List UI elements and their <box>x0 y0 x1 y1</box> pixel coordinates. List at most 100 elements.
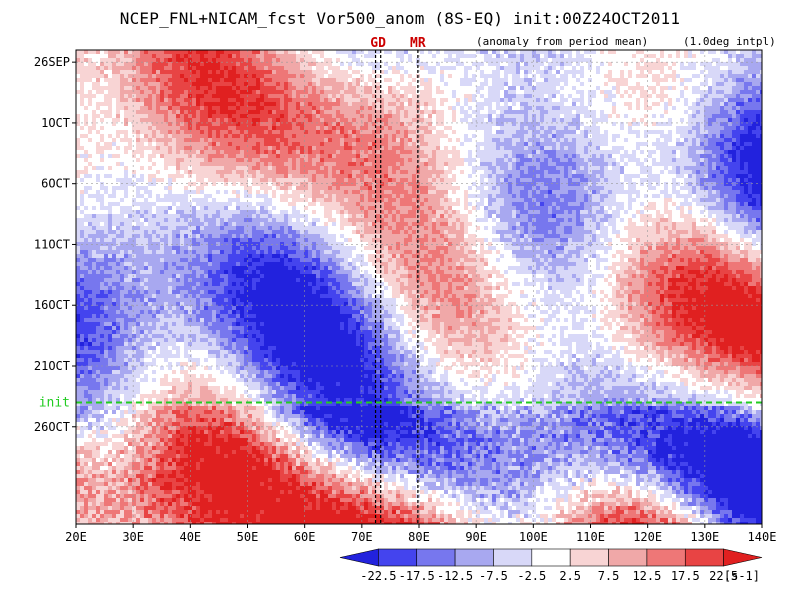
field-cell <box>172 78 176 82</box>
field-cell <box>220 66 224 70</box>
field-cell <box>228 114 232 118</box>
field-cell <box>356 166 360 170</box>
field-cell <box>200 138 204 142</box>
field-cell <box>344 74 348 78</box>
field-cell <box>480 118 484 122</box>
field-cell <box>116 106 120 110</box>
field-cell <box>652 186 656 190</box>
field-cell <box>260 194 264 198</box>
field-cell <box>716 74 720 78</box>
field-cell <box>288 74 292 78</box>
field-cell <box>264 170 268 174</box>
field-cell <box>672 154 676 158</box>
field-cell <box>328 134 332 138</box>
field-cell <box>576 78 580 82</box>
field-cell <box>256 82 260 86</box>
field-cell <box>164 58 168 62</box>
field-cell <box>200 54 204 58</box>
field-cell <box>188 134 192 138</box>
field-cell <box>424 102 428 106</box>
field-cell <box>548 178 552 182</box>
field-cell <box>704 178 708 182</box>
field-cell <box>576 126 580 130</box>
field-cell <box>744 154 748 158</box>
field-cell <box>720 146 724 150</box>
field-cell <box>76 154 80 158</box>
field-cell <box>204 54 208 58</box>
field-cell <box>720 126 724 130</box>
field-cell <box>724 50 728 54</box>
field-cell <box>492 158 496 162</box>
field-cell <box>736 90 740 94</box>
field-cell <box>484 138 488 142</box>
field-cell <box>188 102 192 106</box>
field-cell <box>124 110 128 114</box>
field-cell <box>400 150 404 154</box>
field-cell <box>760 150 762 154</box>
field-cell <box>488 154 492 158</box>
field-cell <box>712 86 716 90</box>
field-cell <box>536 178 540 182</box>
field-cell <box>564 122 568 126</box>
field-cell <box>268 98 272 102</box>
field-cell <box>688 182 692 186</box>
field-cell <box>308 90 312 94</box>
field-cell <box>440 130 444 134</box>
field-cell <box>692 102 696 106</box>
field-cell <box>644 74 648 78</box>
field-cell <box>424 138 428 142</box>
field-cell <box>400 178 404 182</box>
field-cell <box>376 158 380 162</box>
field-cell <box>300 86 304 90</box>
field-cell <box>240 86 244 90</box>
field-cell <box>492 182 496 186</box>
field-cell <box>276 162 280 166</box>
field-cell <box>288 62 292 66</box>
field-cell <box>440 174 444 178</box>
field-cell <box>268 110 272 114</box>
field-cell <box>288 94 292 98</box>
field-cell <box>540 186 544 190</box>
field-cell <box>156 126 160 130</box>
field-cell <box>716 194 720 198</box>
field-cell <box>572 138 576 142</box>
field-cell <box>88 98 92 102</box>
field-cell <box>512 78 516 82</box>
field-cell <box>400 102 404 106</box>
field-cell <box>352 134 356 138</box>
field-cell <box>564 74 568 78</box>
field-cell <box>156 194 160 198</box>
field-cell <box>352 86 356 90</box>
field-cell <box>320 126 324 130</box>
field-cell <box>364 138 368 142</box>
field-cell <box>732 50 736 54</box>
field-cell <box>244 70 248 74</box>
field-cell <box>148 126 152 130</box>
field-cell <box>300 74 304 78</box>
field-cell <box>732 162 736 166</box>
field-cell <box>300 142 304 146</box>
field-cell <box>468 162 472 166</box>
field-cell <box>364 98 368 102</box>
field-cell <box>520 182 524 186</box>
field-cell <box>760 94 762 98</box>
field-cell <box>708 114 712 118</box>
field-cell <box>704 102 708 106</box>
field-cell <box>492 146 496 150</box>
field-cell <box>364 134 368 138</box>
field-cell <box>348 154 352 158</box>
field-cell <box>552 122 556 126</box>
field-cell <box>112 62 116 66</box>
field-cell <box>172 90 176 94</box>
field-cell <box>116 178 120 182</box>
field-cell <box>568 154 572 158</box>
field-cell <box>264 86 268 90</box>
field-cell <box>652 66 656 70</box>
field-cell <box>220 50 224 54</box>
field-cell <box>232 86 236 90</box>
field-cell <box>140 86 144 90</box>
field-cell <box>100 158 104 162</box>
field-cell <box>492 190 496 194</box>
field-cell <box>116 154 120 158</box>
field-cell <box>288 114 292 118</box>
